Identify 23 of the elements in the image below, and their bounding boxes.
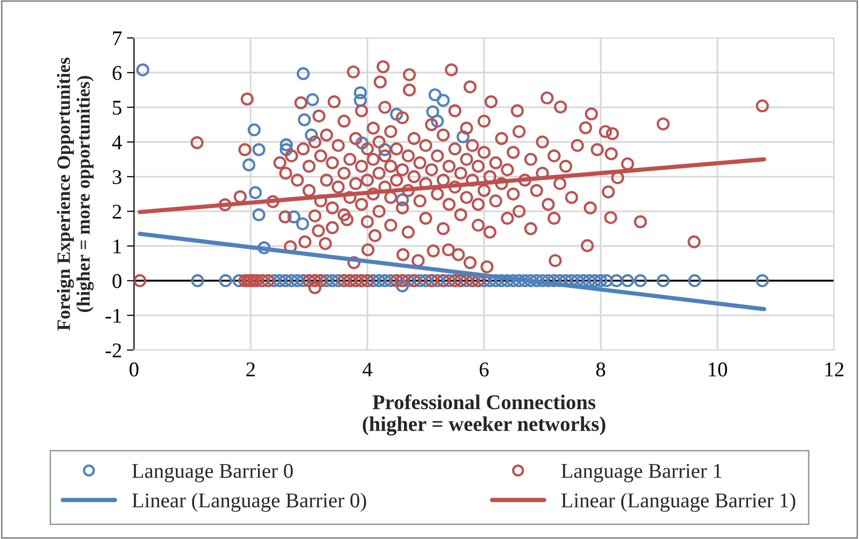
x-tick-label: 6: [480, 362, 489, 376]
x-tick-label: 2: [246, 362, 255, 376]
y-tick-label: 4: [112, 135, 122, 150]
x-tick-label: 4: [362, 362, 372, 376]
legend-label: Language Barrier 0: [132, 464, 293, 482]
y-tick-label: 3: [112, 170, 122, 184]
y-tick-label: 5: [112, 100, 122, 115]
x-tick-label: 0: [130, 362, 138, 376]
x-tick-label: 10: [708, 362, 728, 376]
legend-label: Linear (Language Barrier 0): [132, 492, 366, 512]
y-tick-label: 6: [112, 66, 122, 80]
x-axis-title: Professional Connections (higher = weeker networks): [362, 394, 606, 436]
y-tick-label: -2: [106, 343, 122, 358]
x-tick-label: 8: [596, 362, 606, 376]
y-tick-label: -1: [106, 308, 121, 323]
legend-label: Linear (Language Barrier 1): [561, 492, 796, 512]
y-tick-label: 7: [113, 32, 122, 46]
y-tick-label: 1: [114, 239, 121, 254]
legend-label: Language Barrier 1: [561, 464, 722, 482]
y-tick-label: 2: [112, 204, 122, 219]
x-tick-label: 12: [826, 362, 844, 376]
y-axis-title: Foreign Experience Opportunities (higher = more opportunities): [56, 58, 94, 330]
y-tick-label: 0: [112, 274, 122, 288]
